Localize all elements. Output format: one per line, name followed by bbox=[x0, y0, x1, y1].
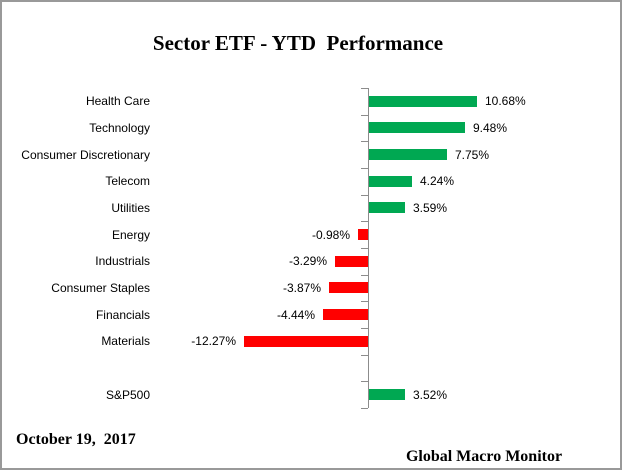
value-label: 3.59% bbox=[413, 201, 448, 215]
value-label: -3.29% bbox=[288, 254, 327, 268]
axis-tick bbox=[361, 221, 368, 222]
brand-block: Global Macro Monitor macromon.wordpress.… bbox=[389, 409, 579, 468]
axis-tick bbox=[361, 275, 368, 276]
value-label: -4.44% bbox=[276, 308, 315, 322]
axis-tick bbox=[361, 381, 368, 382]
category-label: S&P500 bbox=[105, 388, 150, 402]
axis-tick bbox=[361, 328, 368, 329]
bar-positive bbox=[369, 122, 465, 133]
bar-negative bbox=[358, 229, 368, 240]
category-label: Health Care bbox=[85, 94, 150, 108]
axis-tick bbox=[361, 141, 368, 142]
bar-positive bbox=[369, 176, 412, 187]
bar-positive bbox=[369, 96, 477, 107]
category-label: Consumer Discretionary bbox=[21, 148, 150, 162]
category-label: Consumer Staples bbox=[51, 281, 150, 295]
value-label: -12.27% bbox=[191, 334, 236, 348]
value-label: 4.24% bbox=[420, 174, 455, 188]
value-label: 10.68% bbox=[485, 94, 526, 108]
category-label: Materials bbox=[101, 334, 150, 348]
category-label: Financials bbox=[95, 308, 150, 322]
value-axis-line bbox=[368, 88, 369, 408]
value-label: -3.87% bbox=[282, 281, 321, 295]
bar-negative bbox=[329, 282, 368, 293]
axis-tick bbox=[361, 115, 368, 116]
axis-tick bbox=[361, 408, 368, 409]
chart-title: Sector ETF - YTD Performance bbox=[152, 31, 444, 55]
category-label: Telecom bbox=[105, 174, 150, 188]
value-label: 9.48% bbox=[473, 121, 508, 135]
axis-tick bbox=[361, 248, 368, 249]
value-label: 7.75% bbox=[455, 148, 490, 162]
category-label: Industrials bbox=[95, 254, 150, 268]
axis-tick bbox=[361, 301, 368, 302]
category-label: Utilities bbox=[111, 201, 150, 215]
bar-positive bbox=[369, 389, 405, 400]
category-label: Energy bbox=[111, 228, 150, 242]
bar-positive bbox=[369, 149, 447, 160]
axis-tick bbox=[361, 88, 368, 89]
value-label: 3.52% bbox=[413, 388, 448, 402]
axis-tick bbox=[361, 168, 368, 169]
category-label: Technology bbox=[89, 121, 150, 135]
axis-tick bbox=[361, 355, 368, 356]
bar-negative bbox=[335, 256, 368, 267]
date-label: October 19, 2017 bbox=[16, 431, 136, 448]
brand-name: Global Macro Monitor bbox=[405, 448, 563, 465]
bar-positive bbox=[369, 202, 405, 213]
bar-negative bbox=[323, 309, 368, 320]
bar-negative bbox=[244, 336, 368, 347]
axis-tick bbox=[361, 195, 368, 196]
value-label: -0.98% bbox=[311, 228, 350, 242]
